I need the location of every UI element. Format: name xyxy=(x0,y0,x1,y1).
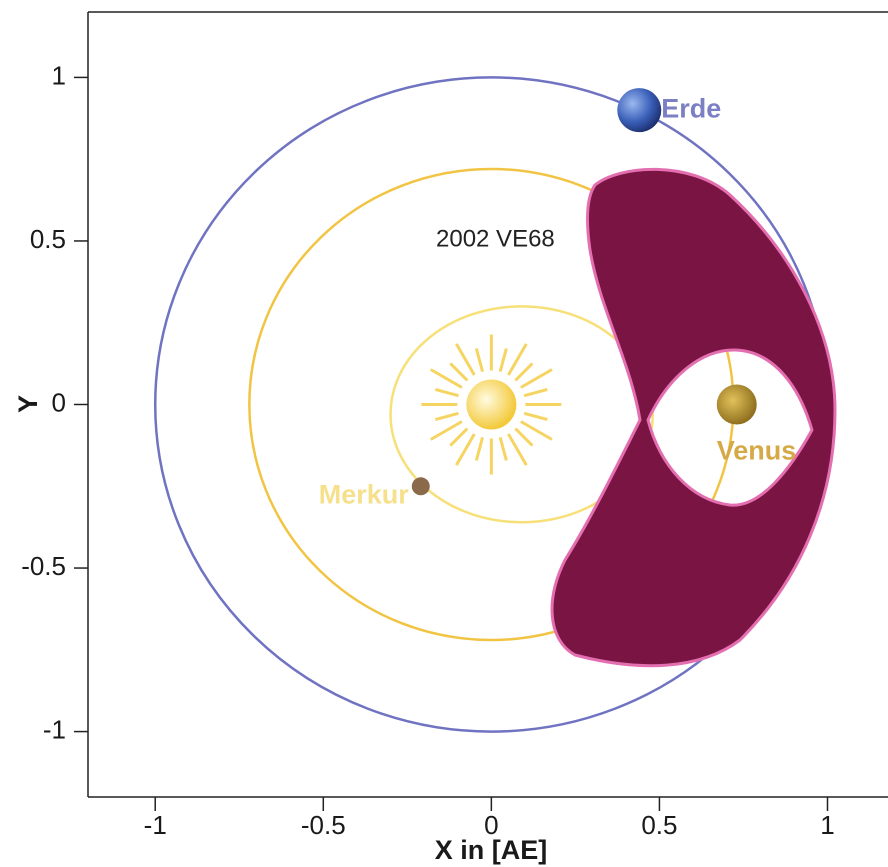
orbit xyxy=(389,305,654,524)
sun-ray xyxy=(498,436,508,461)
y-tick-label: 1 xyxy=(52,60,66,90)
planet xyxy=(617,88,662,133)
sun-ray xyxy=(520,368,553,389)
axes xyxy=(74,11,888,811)
x-tick-label: 1 xyxy=(820,810,834,840)
sun-ray xyxy=(429,420,463,441)
planet-label: Erde xyxy=(661,93,721,123)
y-tick-label: 0 xyxy=(52,387,66,417)
sun-ray xyxy=(514,427,534,447)
sun-ray xyxy=(474,436,485,461)
sun-ray xyxy=(434,388,459,398)
sun xyxy=(421,334,562,475)
y-axis-label: Y xyxy=(13,395,43,413)
x-tick-label: 0 xyxy=(484,810,498,840)
planet xyxy=(411,477,430,496)
sun-ray xyxy=(434,411,459,421)
sun-disc xyxy=(466,379,517,430)
x-tick-label: -0.5 xyxy=(301,810,346,840)
x-tick-label: 0.5 xyxy=(641,810,677,840)
sun-ray xyxy=(455,343,476,376)
planet xyxy=(716,384,757,425)
sun-ray xyxy=(429,368,463,389)
sun-ray xyxy=(523,388,548,398)
sun-ray xyxy=(449,427,469,447)
asteroid-region xyxy=(550,167,837,668)
sun-ray xyxy=(498,348,508,373)
sun-ray xyxy=(507,433,528,466)
sun-ray xyxy=(507,343,528,376)
sun-ray xyxy=(455,433,476,466)
planet-label: Venus xyxy=(717,436,797,466)
y-tick-label: -1 xyxy=(43,714,66,744)
sun-ray xyxy=(523,411,548,421)
y-tick-label: -0.5 xyxy=(21,551,66,581)
planet-label: Merkur xyxy=(319,479,410,509)
annotation: 2002 VE68 xyxy=(436,225,555,252)
x-tick-label: -1 xyxy=(144,810,167,840)
sun-ray xyxy=(520,420,553,441)
sun-ray xyxy=(474,348,485,373)
sun-ray xyxy=(514,362,534,382)
x-axis-label: X in [AE] xyxy=(435,835,548,865)
y-tick-label: 0.5 xyxy=(30,224,66,254)
sun-ray xyxy=(449,362,469,382)
